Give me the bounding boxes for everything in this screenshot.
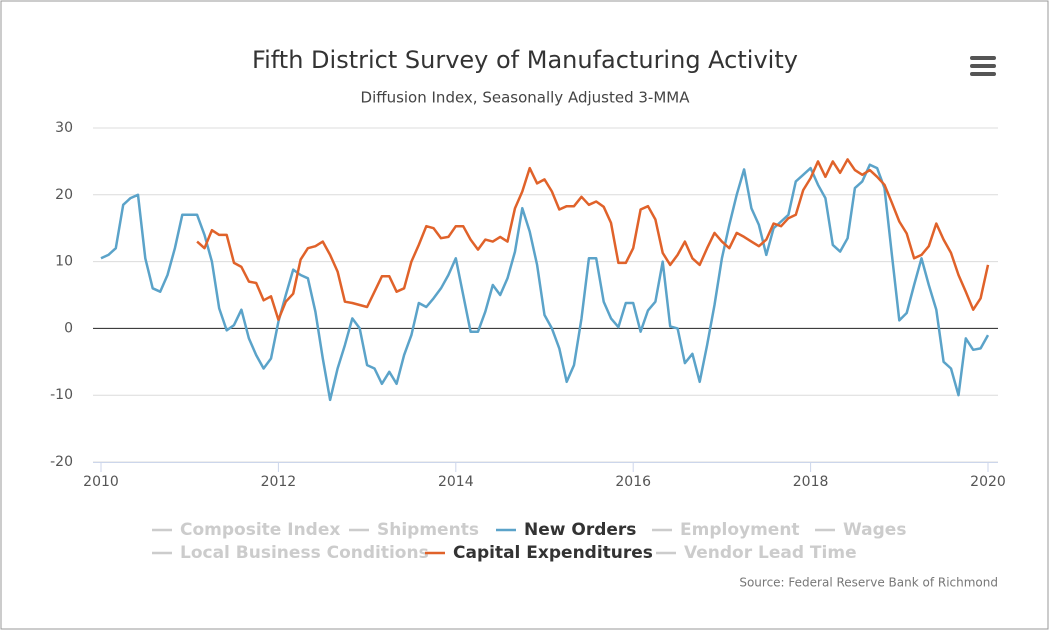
menu-bar[interactable] (970, 64, 996, 68)
menu-bar[interactable] (970, 72, 996, 76)
source-credit: Source: Federal Reserve Bank of Richmond (739, 576, 998, 590)
legend-item[interactable]: Capital Expenditures (453, 543, 653, 563)
x-tick-label: 2016 (615, 474, 651, 490)
chart-subtitle: Diffusion Index, Seasonally Adjusted 3-M… (361, 89, 691, 107)
legend-item[interactable]: Composite Index (180, 520, 340, 540)
y-tick-label: -10 (50, 387, 73, 403)
x-tick-label: 2018 (793, 474, 829, 490)
menu-button[interactable] (970, 56, 996, 76)
y-tick-label: 10 (55, 254, 73, 270)
legend-item[interactable]: Vendor Lead Time (684, 543, 857, 563)
series-line (100, 163, 990, 402)
legend-item[interactable]: New Orders (524, 520, 636, 540)
x-tick-label: 2010 (83, 474, 119, 490)
y-tick-label: 0 (64, 320, 73, 336)
y-tick-label: 20 (55, 187, 73, 203)
y-tick-label: 30 (55, 120, 73, 136)
chart-title: Fifth District Survey of Manufacturing A… (252, 46, 798, 74)
legend-item[interactable]: Shipments (377, 520, 479, 540)
menu-bar[interactable] (970, 56, 996, 60)
y-tick-label: -20 (50, 454, 73, 470)
x-tick-label: 2014 (438, 474, 474, 490)
x-tick-label: 2020 (970, 474, 1006, 490)
legend-item[interactable]: Local Business Conditions (180, 543, 429, 563)
legend-item[interactable]: Wages (843, 520, 906, 540)
x-tick-label: 2012 (261, 474, 297, 490)
legend-item[interactable]: Employment (680, 520, 800, 540)
series-line (196, 158, 990, 321)
